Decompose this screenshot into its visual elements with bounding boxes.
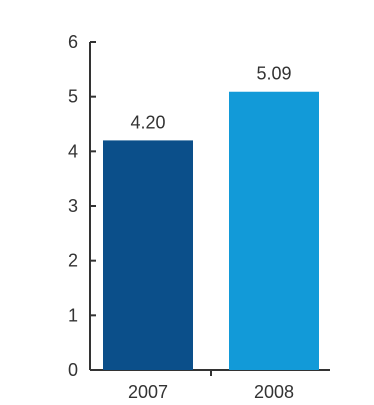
y-tick-label: 5 [68, 87, 78, 107]
y-tick-label: 3 [68, 196, 78, 216]
bars [103, 91, 319, 370]
value-label-2008: 5.09 [256, 64, 291, 84]
y-axis: 0 1 2 3 4 5 6 [68, 32, 96, 380]
y-tick-label: 0 [68, 360, 78, 380]
bar-2008 [229, 91, 319, 370]
y-tick-label: 6 [68, 32, 78, 52]
bar-2007 [103, 140, 193, 370]
x-tick-label-2008: 2008 [254, 382, 294, 402]
y-tick-label: 4 [68, 141, 78, 161]
y-tick-label: 1 [68, 305, 78, 325]
data-labels: 4.20 5.09 [130, 64, 291, 133]
x-axis: 2007 2008 [90, 369, 330, 402]
value-label-2007: 4.20 [130, 112, 165, 132]
x-tick-label-2007: 2007 [128, 382, 168, 402]
y-tick-label: 2 [68, 251, 78, 271]
